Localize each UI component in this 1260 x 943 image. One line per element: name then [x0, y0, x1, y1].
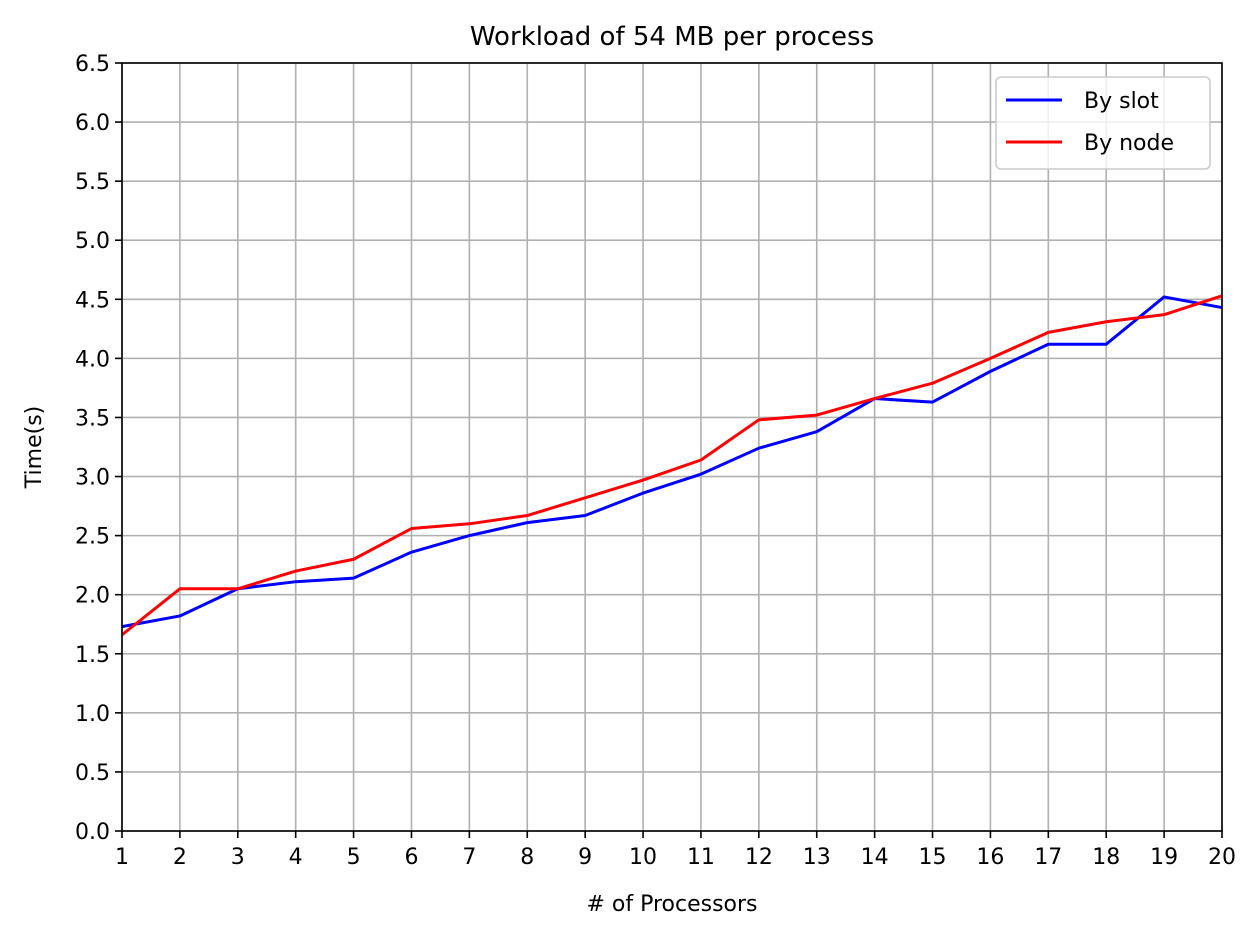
plot-frame — [121, 62, 1223, 832]
x-tick-label: 8 — [520, 845, 534, 870]
y-tick-label: 6.5 — [75, 52, 110, 77]
y-tick-label: 4.0 — [75, 347, 110, 372]
x-tick-label: 3 — [231, 845, 245, 870]
y-tick-label: 3.5 — [75, 406, 110, 431]
y-tick-label: 1.0 — [75, 702, 110, 727]
x-tick-label: 17 — [1034, 845, 1062, 870]
x-tick-label: 4 — [289, 845, 303, 870]
x-tick-label: 19 — [1150, 845, 1178, 870]
x-tick-label: 14 — [861, 845, 889, 870]
y-tick-label: 1.5 — [75, 643, 110, 668]
x-tick-label: 15 — [919, 845, 947, 870]
x-tick-label: 11 — [687, 845, 715, 870]
data-series — [121, 294, 1223, 637]
y-tick-label: 0.0 — [75, 820, 110, 845]
x-axis-label: # of Processors — [586, 892, 757, 917]
x-tick-label: 6 — [404, 845, 418, 870]
x-tick-label: 5 — [347, 845, 361, 870]
series-line-by-node — [121, 294, 1223, 637]
y-tick-label: 3.0 — [75, 466, 110, 491]
y-tick-label: 5.5 — [75, 170, 110, 195]
y-tick-label: 5.0 — [75, 229, 110, 254]
y-tick-label: 4.5 — [75, 288, 110, 313]
legend: By slot By node — [995, 76, 1211, 170]
y-tick-label: 0.5 — [75, 761, 110, 786]
axis-ticks: 1 2 3 4 5 6 7 8 9 10 11 12 13 14 15 16 17 18 19 200.00.51.0… — [75, 52, 1236, 870]
y-tick-label: 6.0 — [75, 111, 110, 136]
x-tick-label: 12 — [745, 845, 773, 870]
y-tick-label: 2.0 — [75, 584, 110, 609]
x-tick-label: 10 — [629, 845, 657, 870]
x-tick-label: 1 — [115, 845, 129, 870]
x-tick-label: 13 — [803, 845, 831, 870]
x-tick-label: 18 — [1092, 845, 1120, 870]
x-tick-label: 7 — [462, 845, 476, 870]
x-tick-label: 2 — [173, 845, 187, 870]
x-tick-label: 20 — [1208, 845, 1236, 870]
y-axis-label: Time(s) — [22, 406, 47, 489]
x-tick-label: 16 — [976, 845, 1004, 870]
legend-label: By node — [1084, 131, 1174, 156]
y-tick-label: 2.5 — [75, 525, 110, 550]
chart-title: Workload of 54 MB per process — [470, 22, 874, 52]
series-line-by-slot — [121, 295, 1223, 629]
x-tick-label: 9 — [578, 845, 592, 870]
legend-label: By slot — [1084, 89, 1159, 114]
